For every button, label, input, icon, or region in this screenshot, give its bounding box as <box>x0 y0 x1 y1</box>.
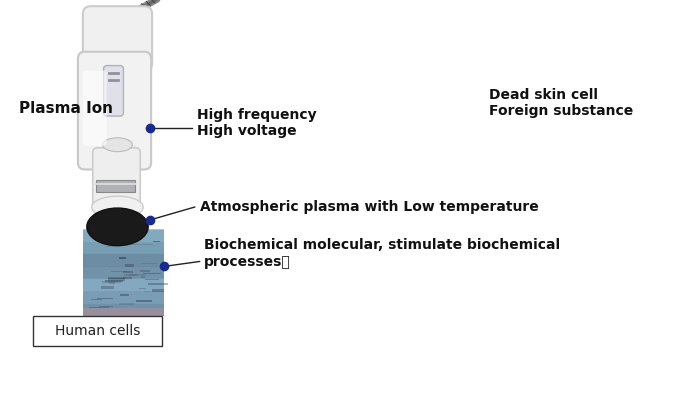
Bar <box>83 254 164 267</box>
Bar <box>131 244 153 245</box>
Ellipse shape <box>87 208 148 246</box>
Bar <box>125 264 134 267</box>
Bar <box>125 274 138 276</box>
Text: High frequency
High voltage: High frequency High voltage <box>197 108 316 138</box>
Bar <box>99 306 113 307</box>
Bar <box>109 282 116 284</box>
Bar <box>119 303 135 304</box>
FancyBboxPatch shape <box>83 6 152 72</box>
Bar <box>83 303 164 316</box>
Bar <box>83 241 164 254</box>
Bar <box>120 294 129 296</box>
Bar <box>83 278 164 291</box>
Bar <box>140 270 150 272</box>
Bar <box>143 273 161 274</box>
Text: Biochemical molecular, stimulate biochemical
processes。: Biochemical molecular, stimulate biochem… <box>204 238 560 269</box>
Bar <box>144 291 150 292</box>
Bar <box>119 257 126 259</box>
Bar <box>141 276 145 278</box>
Text: Atmospheric plasma with Low temperature: Atmospheric plasma with Low temperature <box>199 200 538 214</box>
Bar <box>145 279 159 280</box>
Bar <box>83 308 164 316</box>
FancyBboxPatch shape <box>78 52 151 170</box>
Bar <box>123 271 133 273</box>
Bar <box>141 263 158 264</box>
Bar <box>97 298 113 299</box>
Bar <box>123 277 132 278</box>
Text: Plasma Ion: Plasma Ion <box>18 101 113 116</box>
Bar <box>111 271 127 272</box>
Ellipse shape <box>103 138 132 152</box>
Text: Human cells: Human cells <box>55 324 141 338</box>
Bar <box>106 246 113 247</box>
Bar <box>83 229 164 242</box>
Bar <box>91 299 101 300</box>
Bar <box>34 316 162 346</box>
Bar <box>83 230 164 316</box>
Bar <box>129 274 146 276</box>
Bar <box>104 280 122 282</box>
FancyBboxPatch shape <box>93 148 140 212</box>
Bar <box>108 277 124 279</box>
Bar <box>83 266 164 279</box>
Bar <box>103 234 120 236</box>
Bar <box>102 281 120 283</box>
Bar <box>101 286 113 289</box>
FancyBboxPatch shape <box>104 66 123 116</box>
Bar <box>152 290 164 292</box>
Ellipse shape <box>92 196 144 218</box>
Bar <box>139 288 146 289</box>
Bar <box>97 240 119 241</box>
Bar <box>96 180 135 192</box>
Bar <box>127 239 141 240</box>
Bar <box>136 300 152 302</box>
Bar <box>148 283 168 285</box>
Bar <box>108 278 125 281</box>
Bar <box>90 307 108 308</box>
FancyBboxPatch shape <box>83 70 106 146</box>
Text: Dead skin cell
Foreign substance: Dead skin cell Foreign substance <box>489 88 633 118</box>
Bar <box>83 290 164 304</box>
Bar <box>153 241 160 242</box>
